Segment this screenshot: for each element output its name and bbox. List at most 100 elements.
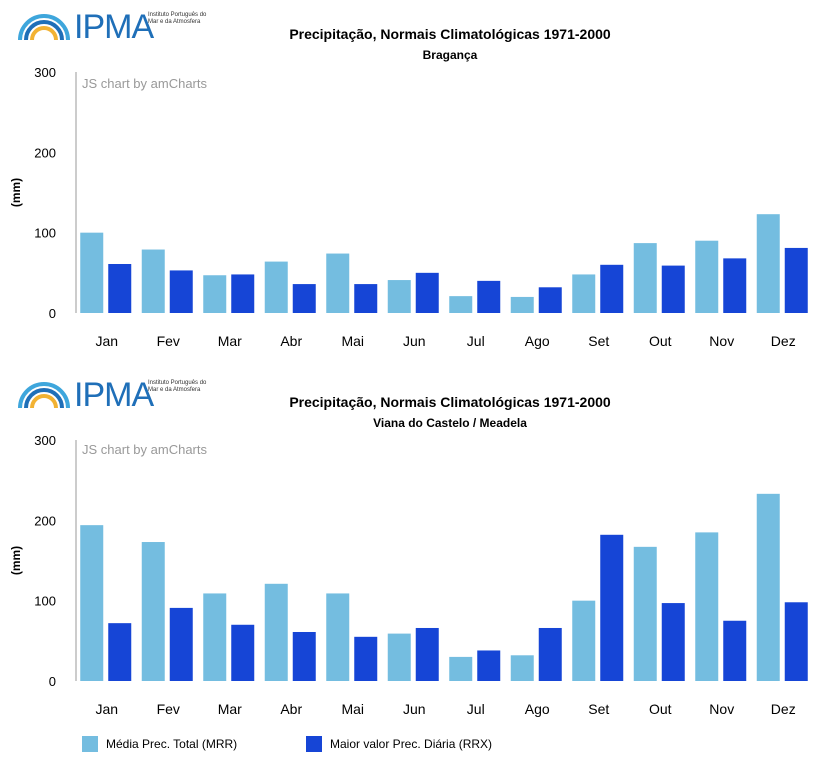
- bar-rrx-ago: [538, 627, 562, 681]
- x-tick-label: Nov: [709, 333, 734, 349]
- chart-subtitle: Viana do Castelo / Meadela: [373, 416, 527, 430]
- chart-credit[interactable]: JS chart by amCharts: [82, 442, 207, 457]
- y-tick-label: 100: [34, 226, 56, 241]
- ipma-logo-icon: [18, 382, 70, 409]
- chart-legend: Média Prec. Total (MRR) Maior valor Prec…: [0, 736, 814, 758]
- bar-mrr-ago: [510, 655, 534, 681]
- bar-mrr-dez: [756, 493, 780, 681]
- bar-mrr-out: [633, 243, 657, 313]
- x-tick-label: Jul: [467, 701, 485, 717]
- logo-text: IPMA: [74, 376, 154, 414]
- bar-rrx-mai: [354, 284, 378, 313]
- x-tick-label: Ago: [525, 701, 550, 717]
- legend-label-mrr: Média Prec. Total (MRR): [106, 737, 238, 751]
- y-axis-label: (mm): [9, 178, 23, 207]
- bar-mrr-nov: [695, 532, 719, 681]
- bar-mrr-set: [572, 274, 596, 313]
- bar-rrx-nov: [723, 620, 747, 681]
- x-tick-label: Abr: [280, 333, 302, 349]
- chart-title: Precipitação, Normais Climatológicas 197…: [289, 26, 611, 42]
- x-tick-label: Dez: [771, 701, 796, 717]
- bar-mrr-fev: [141, 249, 165, 313]
- bar-mrr-ago: [510, 296, 534, 313]
- x-tick-label: Out: [649, 333, 672, 349]
- bar-rrx-fev: [169, 270, 193, 313]
- bar-mrr-mar: [203, 593, 227, 681]
- x-tick-label: Mai: [341, 701, 364, 717]
- chart-panel-viana: IPMA Instituto Português do Mar e da Atm…: [0, 368, 814, 728]
- legend-item-mrr[interactable]: Média Prec. Total (MRR): [82, 736, 237, 752]
- y-tick-label: 200: [34, 513, 56, 528]
- bar-mrr-out: [633, 546, 657, 681]
- x-tick-label: Jun: [403, 333, 426, 349]
- bar-chart-braganca: 0 100 200 300 (mm) Jan Fev Mar Abr Mai Jun Jul Ago Se…: [9, 65, 808, 349]
- bar-mrr-jan: [80, 525, 104, 681]
- x-tick-label: Out: [649, 701, 672, 717]
- x-tick-label: Mar: [218, 701, 242, 717]
- x-tick-label: Jul: [467, 333, 485, 349]
- bar-rrx-nov: [723, 258, 747, 313]
- x-tick-label: Ago: [525, 333, 550, 349]
- x-tick-label: Set: [588, 701, 609, 717]
- bar-mrr-jul: [449, 296, 473, 313]
- bar-rrx-out: [661, 265, 685, 313]
- chart-credit[interactable]: JS chart by amCharts: [82, 76, 207, 91]
- bar-rrx-set: [600, 264, 624, 313]
- ipma-logo: IPMA Instituto Português do Mar e da Atm…: [16, 8, 206, 48]
- bar-mrr-fev: [141, 542, 165, 681]
- x-tick-label: Mar: [218, 333, 242, 349]
- bar-mrr-abr: [264, 261, 288, 313]
- bar-rrx-mai: [354, 636, 378, 681]
- logo-subtitle: Instituto Português do Mar e da Atmosfer…: [148, 12, 207, 25]
- chart-title: Precipitação, Normais Climatológicas 197…: [289, 394, 611, 410]
- x-tick-label: Fev: [157, 333, 180, 349]
- chart-subtitle: Bragança: [422, 48, 478, 62]
- logo-text: IPMA: [74, 8, 154, 46]
- bar-chart-viana: 0 100 200 300 (mm) Jan Fev Mar Abr Mai Jun Jul Ago Se…: [9, 433, 808, 717]
- y-tick-label: 300: [34, 65, 56, 80]
- y-tick-label: 0: [49, 674, 56, 689]
- logo-subtitle: Instituto Português do Mar e da Atmosfer…: [148, 380, 207, 393]
- bar-mrr-jun: [387, 280, 411, 313]
- bar-rrx-ago: [538, 287, 562, 313]
- bar-rrx-jul: [477, 280, 501, 313]
- y-axis-label: (mm): [9, 546, 23, 575]
- bar-mrr-nov: [695, 240, 719, 313]
- bar-rrx-jul: [477, 650, 501, 681]
- bar-mrr-mai: [326, 593, 350, 681]
- bar-rrx-jan: [108, 263, 132, 313]
- ipma-logo-icon: [18, 14, 70, 41]
- x-tick-label: Jun: [403, 701, 426, 717]
- x-tick-label: Nov: [709, 701, 734, 717]
- x-tick-label: Set: [588, 333, 609, 349]
- x-tick-label: Jan: [95, 701, 118, 717]
- bar-mrr-jun: [387, 633, 411, 681]
- y-tick-label: 300: [34, 433, 56, 448]
- bar-mrr-abr: [264, 583, 288, 681]
- bar-rrx-jun: [415, 627, 439, 681]
- bar-rrx-jan: [108, 623, 132, 681]
- ipma-logo: IPMA Instituto Português do Mar e da Atm…: [16, 376, 206, 416]
- bar-mrr-jan: [80, 232, 104, 313]
- y-tick-label: 100: [34, 594, 56, 609]
- bar-mrr-mar: [203, 275, 227, 313]
- legend-swatch-mrr: [82, 736, 98, 752]
- legend-item-rrx[interactable]: Maior valor Prec. Diária (RRX): [306, 736, 492, 752]
- bar-rrx-jun: [415, 272, 439, 313]
- bar-mrr-dez: [756, 214, 780, 313]
- bar-rrx-abr: [292, 631, 316, 681]
- bar-rrx-out: [661, 603, 685, 681]
- bar-rrx-mar: [231, 274, 255, 313]
- bar-rrx-dez: [784, 247, 808, 313]
- bar-rrx-dez: [784, 602, 808, 681]
- bar-mrr-set: [572, 600, 596, 681]
- y-tick-label: 200: [34, 145, 56, 160]
- bar-mrr-jul: [449, 656, 473, 681]
- bar-rrx-set: [600, 534, 624, 681]
- bar-mrr-mai: [326, 253, 350, 313]
- x-tick-label: Abr: [280, 701, 302, 717]
- legend-label-rrx: Maior valor Prec. Diária (RRX): [330, 737, 493, 751]
- bar-rrx-mar: [231, 624, 255, 681]
- legend-swatch-rrx: [306, 736, 322, 752]
- bar-rrx-abr: [292, 284, 316, 313]
